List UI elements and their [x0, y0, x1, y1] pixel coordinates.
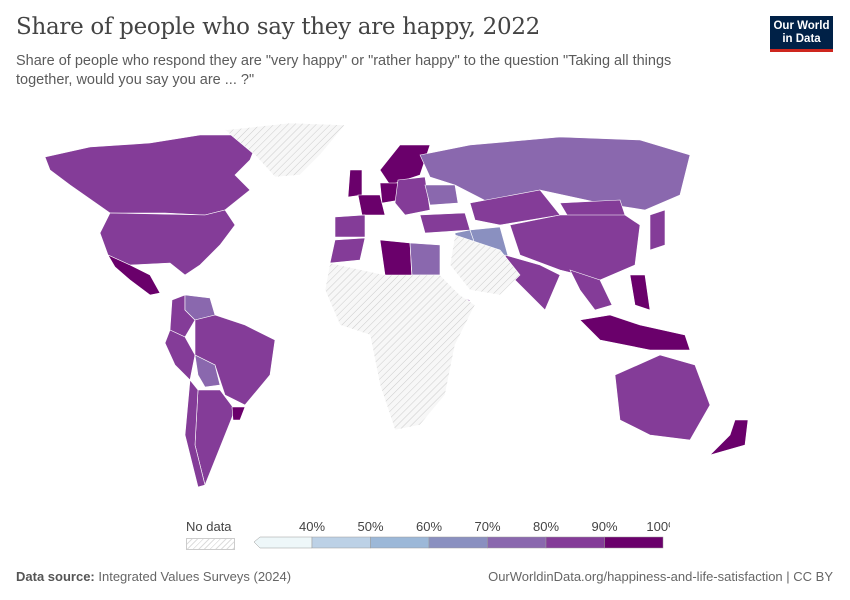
source-label: Data source:: [16, 569, 95, 584]
world-map: [44, 122, 749, 488]
region-africa-other[interactable]: [324, 262, 476, 431]
region-eastern-europe[interactable]: [394, 176, 431, 216]
legend-color-scale: 40% 50% 60% 70% 80% 90% 100%: [253, 519, 670, 549]
region-indonesia[interactable]: [579, 314, 691, 351]
region-united-kingdom[interactable]: [347, 169, 363, 198]
legend-no-data-label: No data: [186, 519, 232, 534]
region-egypt[interactable]: [409, 242, 441, 276]
legend-tick-label: 100%: [646, 519, 670, 534]
region-china[interactable]: [509, 214, 641, 281]
logo-text: Our World in Data: [773, 20, 830, 45]
legend-bin[interactable]: [545, 536, 605, 549]
source-text[interactable]: Integrated Values Surveys (2024): [98, 569, 292, 584]
legend-bin[interactable]: [370, 536, 430, 549]
legend-bin[interactable]: [428, 536, 488, 549]
page-title: Share of people who say they are happy, …: [16, 14, 540, 40]
legend-bin[interactable]: [604, 536, 664, 549]
region-spain[interactable]: [334, 214, 366, 238]
region-russia[interactable]: [419, 136, 691, 211]
owid-logo[interactable]: Our World in Data: [770, 16, 833, 52]
region-ukraine[interactable]: [424, 184, 459, 206]
region-peru[interactable]: [164, 329, 196, 381]
subtitle: Share of people who respond they are "ve…: [16, 53, 672, 88]
legend-no-data-swatch: [186, 538, 235, 550]
region-france[interactable]: [357, 194, 386, 216]
legend-tick-label: 40%: [299, 519, 325, 534]
region-greenland[interactable]: [224, 122, 346, 178]
legend-tick-label: 50%: [357, 519, 383, 534]
legend-bin[interactable]: [311, 536, 371, 549]
region-chile[interactable]: [184, 379, 206, 488]
legend-tick-label: 70%: [474, 519, 500, 534]
region-southeast-asia[interactable]: [569, 269, 613, 311]
legend-tick-label: 90%: [591, 519, 617, 534]
region-arabia[interactable]: [449, 234, 521, 296]
region-uruguay[interactable]: [231, 406, 246, 421]
region-philippines[interactable]: [629, 274, 651, 311]
region-mexico[interactable]: [107, 254, 161, 296]
region-libya[interactable]: [379, 239, 413, 281]
region-new-zealand[interactable]: [708, 419, 749, 456]
region-bolivia[interactable]: [194, 354, 221, 388]
region-kazakhstan[interactable]: [469, 189, 561, 226]
region-united-states[interactable]: [99, 209, 236, 276]
region-japan[interactable]: [649, 209, 666, 251]
region-australia[interactable]: [614, 354, 711, 441]
region-morocco[interactable]: [329, 237, 366, 264]
legend-tick-label: 80%: [533, 519, 559, 534]
legend-bin[interactable]: [487, 536, 547, 549]
legend-tick-label: 60%: [416, 519, 442, 534]
region-canada[interactable]: [44, 134, 261, 216]
legend-bin[interactable]: [253, 536, 313, 549]
footer-link[interactable]: OurWorldinData.org/happiness-and-life-sa…: [488, 569, 833, 584]
region-turkey[interactable]: [419, 212, 471, 234]
data-source: Data source: Integrated Values Surveys (…: [16, 569, 291, 584]
